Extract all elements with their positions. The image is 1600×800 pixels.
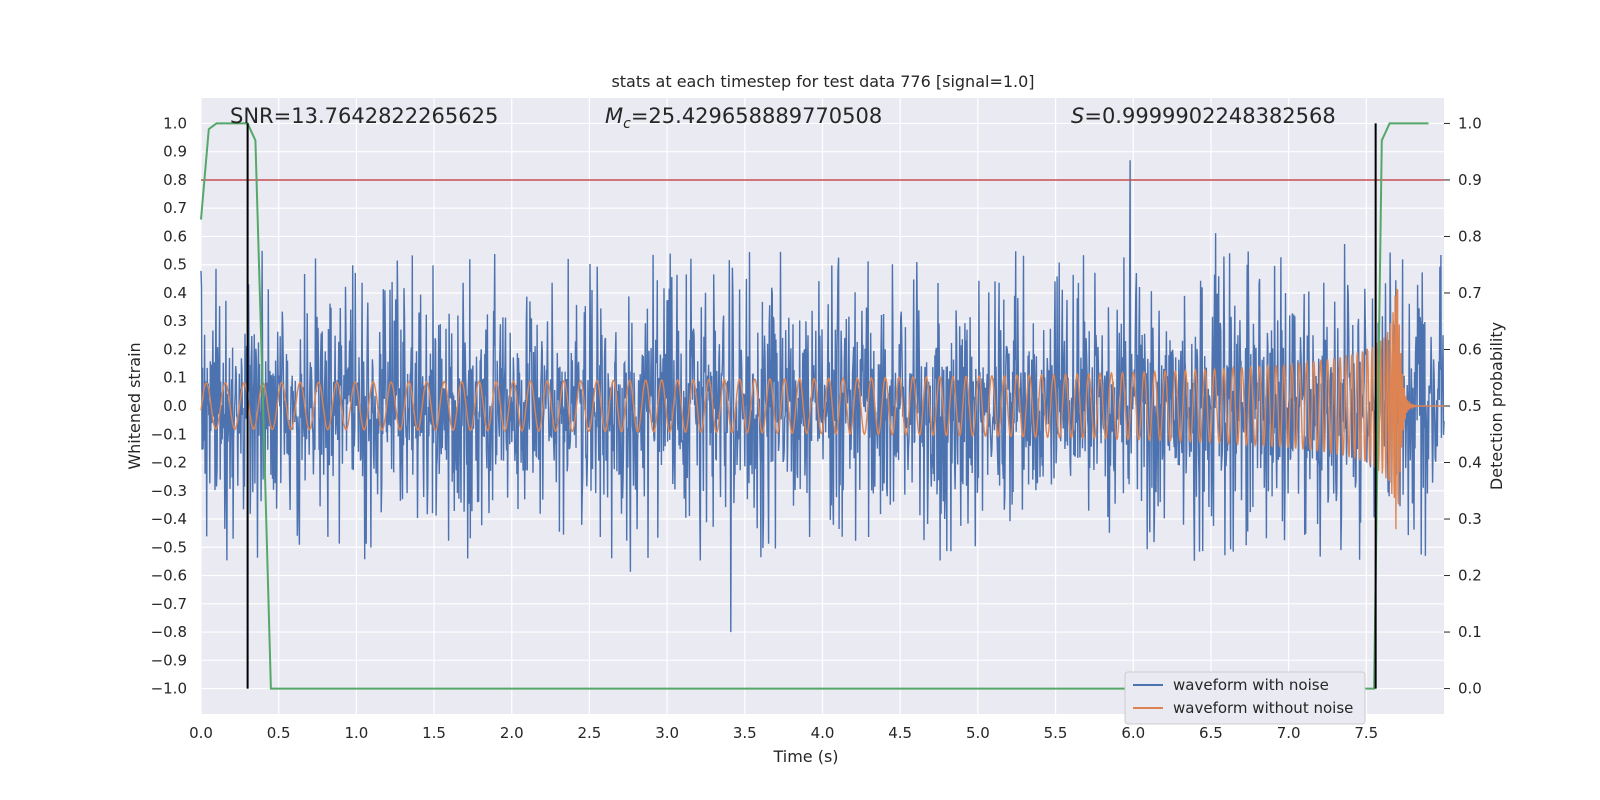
- snr-annotation: SNR=13.7642822265625: [230, 104, 498, 128]
- y-tick-label: 0.5: [163, 256, 187, 274]
- y2-tick-label: 0.0: [1458, 680, 1482, 698]
- y2-tick-label: 0.6: [1458, 340, 1482, 358]
- y-tick-label: 0.9: [163, 143, 187, 161]
- y-tick-label: 0.4: [163, 284, 187, 302]
- y-tick-label: 0.3: [163, 312, 187, 330]
- y-tick-label: 0.2: [163, 340, 187, 358]
- y-tick-label: −1.0: [151, 680, 187, 698]
- noise-waveform-line: [200, 160, 1445, 633]
- s-symbol: S: [1071, 104, 1084, 128]
- x-tick-label: 1.5: [422, 724, 446, 742]
- x-tick-label: 7.5: [1354, 724, 1378, 742]
- legend-label-noise: waveform with noise: [1173, 676, 1329, 694]
- s-value: =0.9999902248382568: [1084, 104, 1335, 128]
- x-tick-label: 5.0: [966, 724, 990, 742]
- x-tick-label: 6.5: [1199, 724, 1223, 742]
- legend-label-clean: waveform without noise: [1173, 699, 1353, 717]
- s-annotation: S=0.9999902248382568: [1071, 104, 1336, 128]
- y-tick-label: 0.8: [163, 171, 187, 189]
- y2-tick-label: 0.9: [1458, 171, 1482, 189]
- y-tick-label: −0.1: [151, 425, 187, 443]
- y2-tick-label: 1.0: [1458, 114, 1482, 132]
- mc-subscript: c: [623, 116, 631, 132]
- clean-series: [200, 288, 1444, 530]
- y-tick-label: 0.7: [163, 199, 187, 217]
- y-tick-label: −0.9: [151, 651, 187, 669]
- x-tick-label: 4.0: [811, 724, 835, 742]
- legend: waveform with noise waveform without noi…: [1124, 671, 1366, 725]
- y-tick-label: −0.6: [151, 567, 187, 585]
- legend-box: [1124, 671, 1366, 725]
- noise-series: [200, 160, 1445, 633]
- mc-symbol: M: [605, 104, 623, 128]
- y2-tick-label: 0.7: [1458, 284, 1482, 302]
- x-tick-label: 3.5: [733, 724, 757, 742]
- clean-waveform-line: [200, 288, 1444, 530]
- x-tick-label: 4.5: [888, 724, 912, 742]
- y-tick-label: −0.5: [151, 538, 187, 556]
- x-tick-label: 3.0: [655, 724, 679, 742]
- x-tick-label: 2.0: [500, 724, 524, 742]
- mc-annotation: Mc=25.429658889770508: [605, 104, 882, 132]
- x-axis-label: Time (s): [772, 747, 838, 766]
- x-tick-label: 6.0: [1121, 724, 1145, 742]
- detection-probability-line: [200, 122, 1429, 690]
- ticks: 0.0 0.5 1.0 1.5 2.0 2.5 3.0 3.5 4.0 4.5 5.0 5.5 6.0 6…: [151, 114, 1482, 742]
- mc-value: =25.429658889770508: [631, 104, 882, 128]
- x-tick-label: 0.5: [267, 724, 291, 742]
- y-tick-label: −0.8: [151, 623, 187, 641]
- x-tick-label: 2.5: [578, 724, 602, 742]
- y2-tick-label: 0.2: [1458, 567, 1482, 585]
- y2-axis-label: Detection probability: [1487, 322, 1506, 490]
- x-tick-label: 1.0: [344, 724, 368, 742]
- y-tick-label: −0.2: [151, 454, 187, 472]
- y-tick-label: 0.0: [163, 397, 187, 415]
- y-tick-label: 0.6: [163, 227, 187, 245]
- y2-tick-label: 0.4: [1458, 454, 1482, 472]
- x-tick-label: 5.5: [1044, 724, 1068, 742]
- y-tick-label: −0.3: [151, 482, 187, 500]
- y-tick-label: 1.0: [163, 114, 187, 132]
- y2-tick-label: 0.3: [1458, 510, 1482, 528]
- y2-tick-label: 0.8: [1458, 227, 1482, 245]
- y-tick-label: 0.1: [163, 369, 187, 387]
- y2-tick-label: 0.1: [1458, 623, 1482, 641]
- x-tick-label: 0.0: [189, 724, 213, 742]
- y-tick-label: −0.4: [151, 510, 187, 528]
- overlays: [200, 122, 1444, 690]
- chart-title: stats at each timestep for test data 776…: [611, 72, 1034, 91]
- x-tick-label: 7.0: [1277, 724, 1301, 742]
- y-axis-label: Whitened strain: [125, 342, 144, 469]
- y2-tick-label: 0.5: [1458, 397, 1482, 415]
- y-tick-label: −0.7: [151, 595, 187, 613]
